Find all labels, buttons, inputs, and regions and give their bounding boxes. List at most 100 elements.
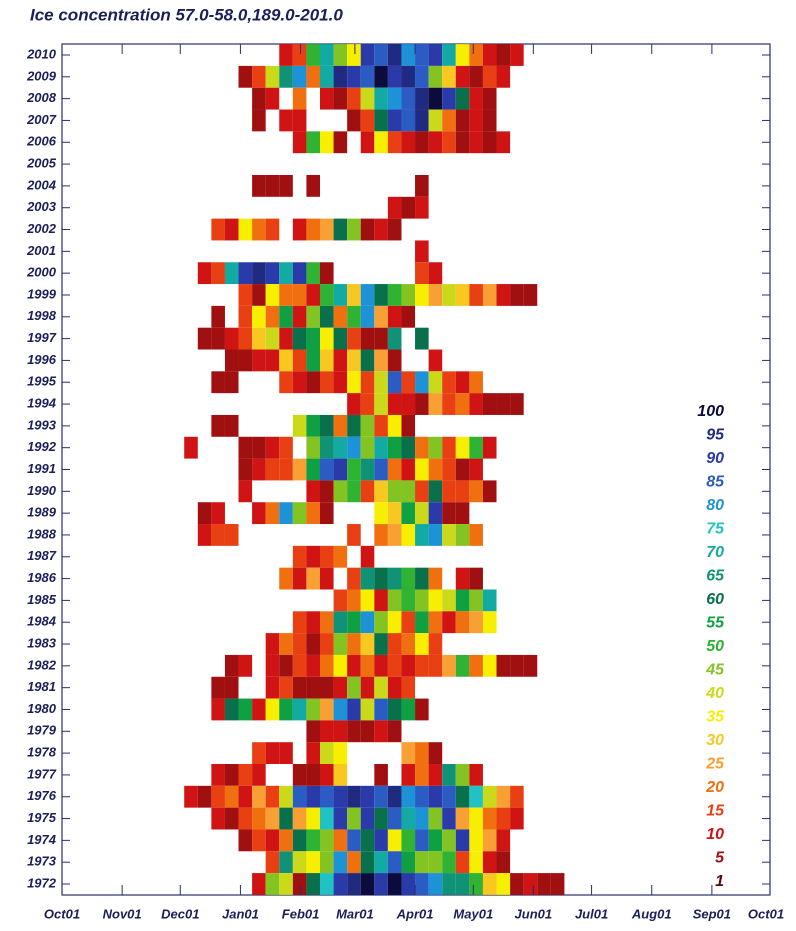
y-tick-label: 1999 [27,286,57,301]
heat-cell [347,851,361,874]
heat-cell [319,829,334,852]
heat-cell [333,371,348,394]
heat-cell [455,371,470,394]
heat-cell [415,567,429,590]
y-tick-label: 1994 [27,395,57,410]
heat-cell [224,371,239,394]
heat-cell [279,502,293,525]
y-tick-label: 1979 [27,723,57,738]
heat-cell [387,327,402,350]
heat-cell [292,87,307,110]
heat-cell [265,87,280,110]
y-tick-label: 1987 [27,548,57,563]
heat-cell [496,807,511,830]
heat-cell [510,873,524,895]
y-tick-label: 1998 [27,308,57,323]
heat-cell [211,305,225,328]
heat-cell [455,524,470,546]
heat-cell [374,829,388,852]
x-tick-label: Mar01 [336,906,374,921]
heat-cell [496,44,511,66]
heat-cell [292,873,307,895]
colorbar-label: 30 [706,732,724,749]
heat-cell [306,218,320,241]
heat-cell [415,196,429,219]
heat-cell [523,873,538,895]
heat-cell [238,480,253,503]
heat-cell [442,764,456,786]
heat-cell [279,742,293,765]
heat-cell [333,742,348,765]
heat-cell [211,676,225,699]
heat-cell [306,829,320,852]
heat-cell [252,764,266,786]
colorbar-label: 65 [706,568,725,585]
heat-cell [333,807,348,830]
heat-cell [333,414,348,437]
heat-cell [442,785,456,808]
heat-cell [224,349,239,372]
heat-cell [319,698,334,721]
heat-cell [455,480,470,503]
heat-cell [387,44,402,66]
heat-cell [360,44,375,66]
x-tick-label: Jun01 [515,906,553,921]
heat-cell [333,676,348,699]
heat-cell [319,502,334,525]
colorbar-label: 75 [706,521,725,538]
heat-cell [252,305,266,328]
heat-cell [279,567,293,590]
heat-cell [387,458,402,481]
heat-cell [415,393,429,415]
heat-cell [306,327,320,350]
heat-cell [360,414,375,437]
heat-cell [347,633,361,655]
y-tick-label: 2004 [26,177,57,192]
heat-cell [442,502,456,525]
heat-cell [374,676,388,699]
heat-cell [469,436,483,459]
heat-cell [360,676,375,699]
heat-cell [360,305,375,328]
heat-cell [401,589,416,612]
heat-cell [265,633,280,655]
heat-cell [374,851,388,874]
heat-cell [428,65,443,88]
heat-cell [387,829,402,852]
heat-cell [415,785,429,808]
heat-cell [428,567,443,590]
y-tick-label: 1972 [27,875,57,890]
heat-cell [455,873,470,895]
heat-cell [292,611,307,634]
heat-cell [333,458,348,481]
heat-cell [374,414,388,437]
heat-cell [387,196,402,219]
heat-cell [306,567,320,590]
colorbar-label: 55 [706,615,725,632]
heat-cell [224,414,239,437]
heat-cell [374,654,388,677]
heat-cell [197,502,212,525]
heat-cell [469,393,483,415]
heat-cell [374,109,388,132]
x-tick-label: Nov01 [103,906,142,921]
heat-cell [252,218,266,241]
heat-cell [442,284,456,306]
heat-cell [224,262,239,285]
heat-cell [401,305,416,328]
heat-cell [428,764,443,786]
heat-cell [428,785,443,808]
heat-cell [360,131,375,154]
heat-cell [347,65,361,88]
heat-cell [319,218,334,241]
heat-cell [347,785,361,808]
heat-cell [374,349,388,372]
heat-cell [333,131,348,154]
heat-cell [333,545,348,568]
heat-cell [292,676,307,699]
heat-cell [387,371,402,394]
heat-cell [333,305,348,328]
heat-cell [319,567,334,590]
heat-cell [374,785,388,808]
colorbar-label: 60 [706,591,724,608]
